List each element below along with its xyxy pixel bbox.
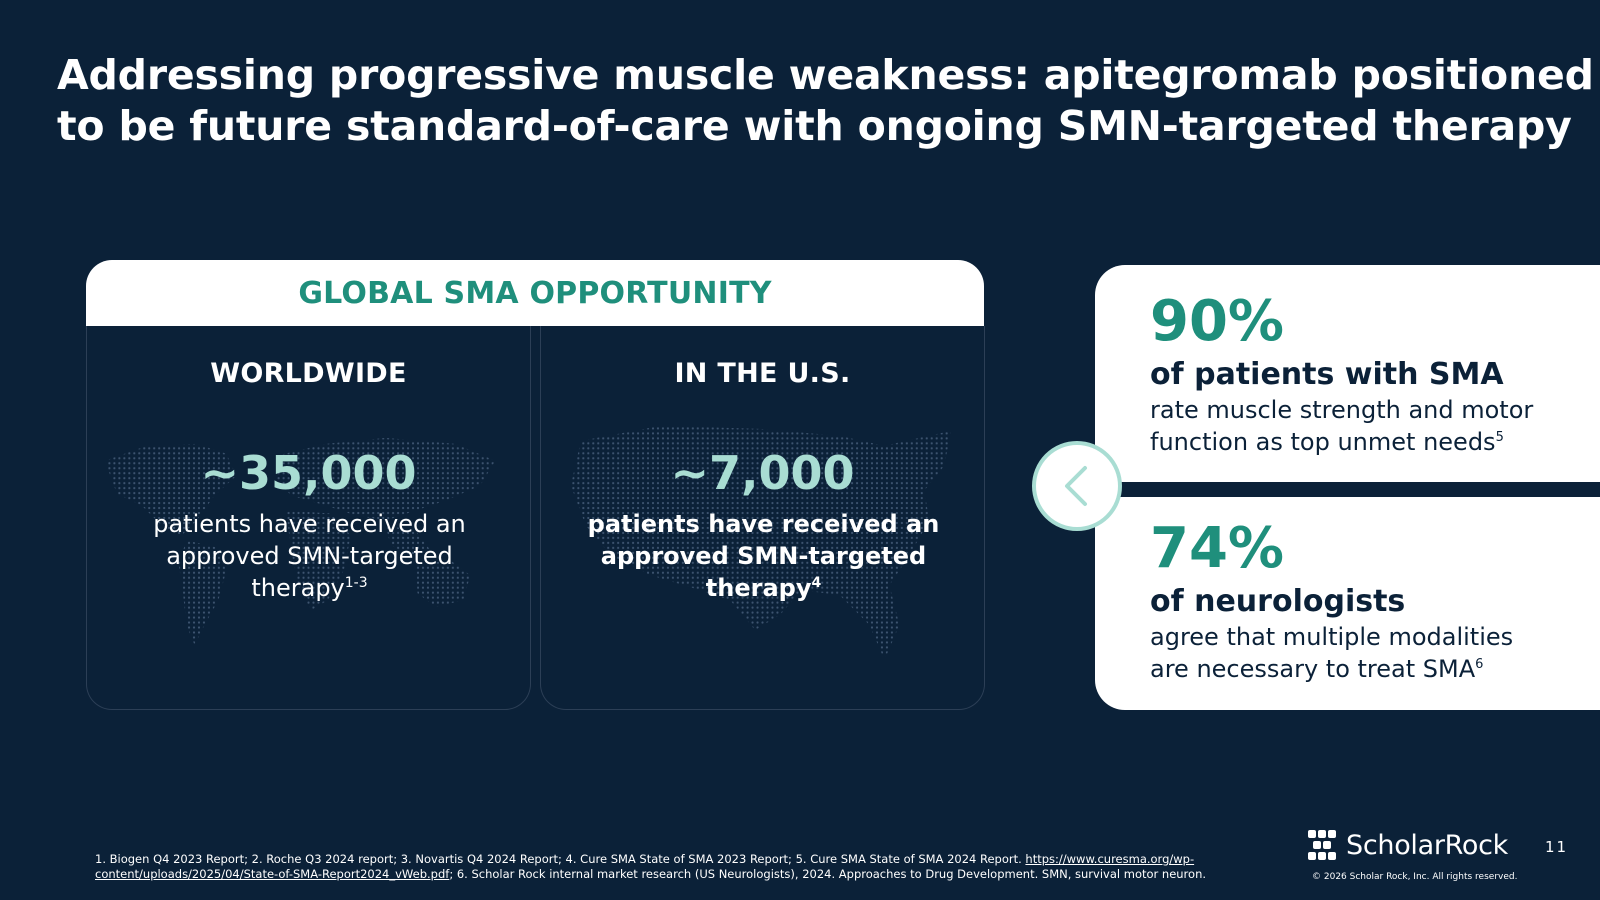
footnotes-text-1: 1. Biogen Q4 2023 Report; 2. Roche Q3 20… [95,852,1026,866]
scholar-rock-logo: ScholarRock [1306,826,1521,864]
us-reference: 4 [811,575,822,591]
stat-text-neurologists: agree that multiple modalities are neces… [1150,621,1600,685]
stat-text-patients: rate muscle strength and motor function … [1150,394,1600,458]
global-opportunity-panel: GLOBAL SMA OPPORTUNITY WORLDWIDE ~35,000… [86,260,985,710]
stat-card-neurologists: 74% of neurologists agree that multiple … [1095,497,1600,710]
worldwide-desc-line-1: patients have received an [153,510,466,538]
slide-title: Addressing progressive muscle weakness: … [57,50,1594,152]
world-map-graphic [104,437,496,645]
opportunity-header-text: GLOBAL SMA OPPORTUNITY [298,275,772,311]
us-map-graphic [570,425,952,660]
copyright-notice: © 2026 Scholar Rock, Inc. All rights res… [1312,872,1518,882]
footnote-link[interactable]: https://www.curesma.org/wp-content/uploa… [95,852,1195,881]
stat-card-patients: 90% of patients with SMA rate muscle str… [1095,265,1600,482]
stat-heading-patients: of patients with SMA [1150,357,1504,392]
stat-reference-patients: 5 [1495,430,1504,445]
logo-word-1: Scholar [1346,829,1445,861]
slide-title-line-2: to be future standard-of-care with ongoi… [57,102,1572,150]
worldwide-description: patients have received an approved SMN-t… [107,508,512,604]
worldwide-desc-line-3: therapy1-3 [251,574,368,602]
chevron-left-icon [1032,441,1122,531]
stat-text-neurologists-line-2: are necessary to treat SMA6 [1150,655,1484,683]
worldwide-card: WORLDWIDE ~35,000 patients have received… [86,326,531,710]
logo-mark-icon [1308,830,1336,860]
us-desc-line-2: approved SMN-targeted [600,542,927,570]
stat-value-neurologists: 74% [1150,516,1285,581]
stat-text-patients-line-2: function as top unmet needs5 [1150,428,1504,456]
us-card: IN THE U.S. ~7,000 patients have receive… [540,326,985,710]
footnotes-text-2: ; 6. Scholar Rock internal market resear… [449,867,1207,881]
us-desc-line-3: therapy4 [705,574,822,602]
chevron-left-glyph [1065,466,1087,506]
worldwide-label: WORLDWIDE [210,358,407,389]
stat-text-neurologists-line-1: agree that multiple modalities [1150,623,1514,651]
footnotes: 1. Biogen Q4 2023 Report; 2. Roche Q3 20… [95,852,1265,882]
worldwide-reference: 1-3 [344,575,368,591]
stat-text-patients-line-1: rate muscle strength and motor [1150,396,1534,424]
us-desc-line-1: patients have received an [587,510,940,538]
logo-wordmark: ScholarRock [1346,830,1508,861]
us-label: IN THE U.S. [674,358,851,389]
stat-value-patients: 90% [1150,289,1285,354]
worldwide-patient-count: ~35,000 [200,446,417,500]
stat-heading-neurologists: of neurologists [1150,584,1406,619]
logo-word-2: Rock [1444,829,1509,861]
us-patient-count: ~7,000 [670,446,855,500]
worldwide-desc-line-2: approved SMN-targeted [166,542,453,570]
slide-title-line-1: Addressing progressive muscle weakness: … [57,51,1594,99]
page-number: 11 [1545,838,1569,856]
stat-reference-neurologists: 6 [1475,657,1484,672]
us-description: patients have received an approved SMN-t… [561,508,966,604]
unmet-needs-panel: 90% of patients with SMA rate muscle str… [1095,265,1600,710]
opportunity-header: GLOBAL SMA OPPORTUNITY [86,260,984,326]
